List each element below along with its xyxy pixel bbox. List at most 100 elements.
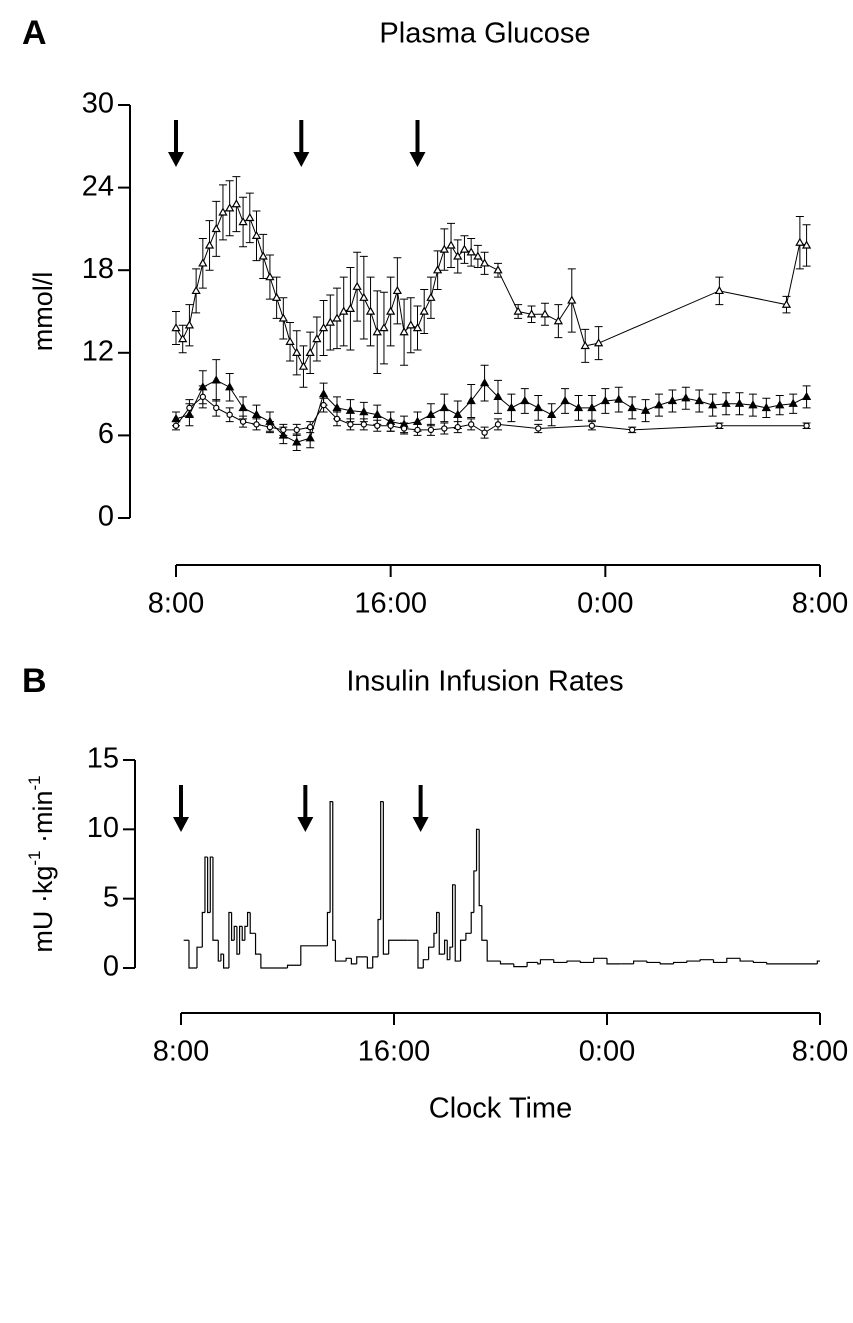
panel-label: B (22, 662, 47, 700)
data-point (627, 402, 637, 412)
step-segment (726, 957, 741, 963)
data-point (191, 285, 201, 295)
data-point (432, 265, 443, 274)
data-point (280, 426, 287, 434)
data-point (184, 320, 195, 329)
step-segment (233, 925, 237, 941)
step-segment (739, 958, 754, 962)
step-segment (478, 829, 482, 907)
data-point (305, 347, 315, 356)
y-tick-label: 12 (82, 335, 114, 367)
data-point (600, 395, 610, 405)
step-segment (752, 961, 767, 964)
data-point (547, 409, 557, 418)
x-tick-label: 16:00 (358, 1036, 431, 1068)
data-point (473, 251, 483, 260)
data-point (253, 421, 260, 428)
data-point (479, 258, 490, 267)
data-point (795, 237, 805, 246)
step-segment (380, 801, 384, 920)
y-tick-label: 10 (87, 812, 119, 844)
data-point (211, 223, 221, 233)
data-point (292, 347, 302, 356)
step-segment (356, 956, 368, 964)
x-tick-label: 8:00 (148, 588, 204, 620)
step-segment (539, 959, 554, 964)
step-segment (699, 959, 714, 962)
step-segment (428, 946, 434, 960)
step-segment (422, 959, 429, 968)
data-point (386, 306, 396, 315)
step-segment (553, 959, 568, 964)
step-segment (633, 960, 647, 964)
data-point (251, 230, 262, 239)
x-tick-label: 8:00 (792, 1036, 848, 1068)
data-point (716, 422, 723, 429)
step-segment (332, 801, 336, 941)
y-axis-label: mU ·kg-1 ·min-1 (25, 775, 58, 952)
data-point (640, 405, 651, 414)
step-segment (438, 912, 445, 955)
step-segment (334, 940, 347, 962)
step-segment (238, 925, 243, 955)
data-point (494, 421, 502, 428)
panel-label: A (22, 14, 47, 52)
step-segment (459, 939, 466, 962)
data-point (231, 199, 242, 208)
data-point (708, 400, 718, 409)
step-segment (377, 918, 381, 957)
step-segment (350, 958, 357, 965)
step-segment (196, 946, 203, 968)
data-point (781, 299, 792, 308)
data-point (360, 421, 368, 428)
data-point (412, 416, 423, 425)
meal-arrow (412, 785, 429, 832)
step-segment (499, 961, 514, 965)
step-segment (686, 960, 701, 963)
data-point (479, 378, 490, 387)
data-point (352, 281, 362, 290)
step-segment (481, 905, 488, 941)
step-segment (579, 961, 594, 964)
step-segment (329, 801, 333, 913)
data-point (225, 382, 235, 391)
data-point (298, 361, 309, 370)
data-point (213, 404, 220, 412)
data-point (199, 393, 207, 401)
meal-arrow (168, 120, 184, 167)
step-segment (513, 963, 528, 968)
x-tick-label: 16:00 (354, 588, 427, 620)
data-point (614, 394, 624, 403)
chart-title: Insulin Infusion Rates (346, 666, 623, 698)
x-tick-label: 8:00 (792, 588, 848, 620)
data-point (172, 422, 180, 429)
step-segment (241, 926, 245, 941)
data-point (372, 327, 382, 336)
data-point (225, 203, 235, 212)
step-segment (537, 962, 541, 965)
data-point (587, 402, 597, 412)
data-point (467, 421, 475, 428)
step-segment (372, 956, 379, 968)
step-segment (473, 870, 477, 913)
data-point (748, 400, 758, 409)
data-point (265, 272, 275, 281)
data-point (459, 244, 470, 253)
y-axis-label-part: mmol/l (28, 272, 58, 352)
data-point (493, 265, 503, 274)
data-point (513, 306, 523, 315)
data-point (198, 258, 208, 267)
data-point (392, 285, 403, 295)
data-point (803, 422, 810, 429)
data-point (359, 406, 369, 416)
data-point (258, 251, 268, 260)
step-segment (659, 962, 674, 965)
data-point (553, 316, 564, 325)
data-point (292, 437, 302, 446)
meal-arrow (173, 785, 189, 832)
step-segment (388, 939, 408, 955)
y-tick-label: 30 (82, 88, 114, 120)
data-point (761, 402, 771, 412)
data-point (628, 426, 636, 434)
